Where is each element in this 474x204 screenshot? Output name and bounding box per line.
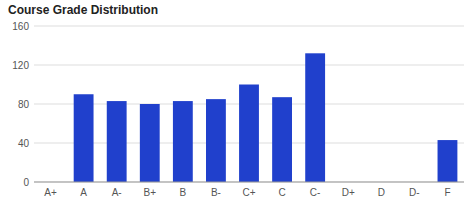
chart-container: Course Grade Distribution04080120160A+AA… <box>0 0 474 204</box>
x-tick-label: B+ <box>144 187 157 198</box>
x-tick-label: F <box>444 187 450 198</box>
x-tick-label: C- <box>310 187 321 198</box>
grid-line <box>34 65 464 66</box>
x-axis-line <box>34 182 464 183</box>
bar <box>305 53 325 182</box>
x-tick-label: D+ <box>342 187 355 198</box>
bar <box>74 94 94 182</box>
y-tick-label: 0 <box>23 177 29 188</box>
x-tick-label: C <box>278 187 285 198</box>
grid-line <box>34 26 464 27</box>
bar <box>438 140 458 182</box>
x-axis: A+ A A- B+ B B- C+ C C- D+ D D- F <box>44 187 450 198</box>
x-tick-label: D- <box>409 187 420 198</box>
x-tick-label: A+ <box>44 187 57 198</box>
bar <box>107 101 127 182</box>
y-tick-label: 80 <box>18 99 30 110</box>
bar <box>173 101 193 182</box>
y-grid: 0 40 80 120 160 <box>12 21 464 188</box>
x-tick-label: D <box>378 187 385 198</box>
bar <box>272 97 292 182</box>
chart-svg: Course Grade Distribution04080120160A+AA… <box>0 0 474 204</box>
bars <box>74 53 458 182</box>
bar <box>140 104 160 182</box>
bar <box>239 85 259 183</box>
x-tick-label: B- <box>211 187 221 198</box>
y-tick-label: 120 <box>12 60 29 71</box>
x-tick-label: C+ <box>242 187 255 198</box>
bar <box>206 99 226 182</box>
x-tick-label: B <box>180 187 187 198</box>
chart-title: Course Grade Distribution <box>8 3 158 17</box>
y-tick-label: 160 <box>12 21 29 32</box>
x-tick-label: A <box>80 187 87 198</box>
x-tick-label: A- <box>112 187 122 198</box>
y-tick-label: 40 <box>18 138 30 149</box>
grid-line <box>34 182 464 183</box>
